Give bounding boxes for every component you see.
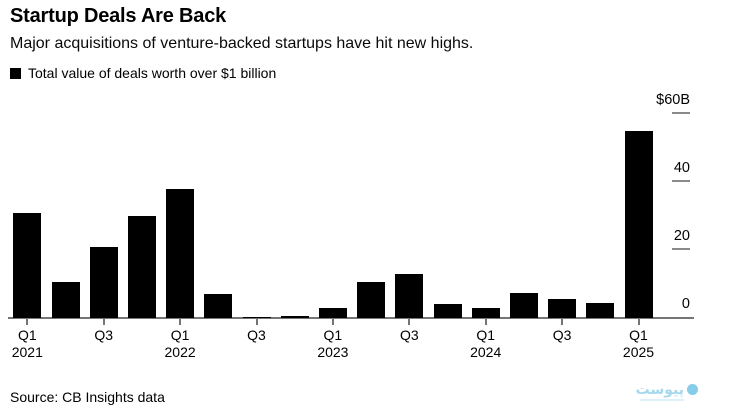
x-axis-tick xyxy=(408,319,411,325)
bar xyxy=(624,131,653,318)
x-tick-label: Q3 xyxy=(399,327,419,343)
bar xyxy=(586,302,615,318)
bar xyxy=(242,316,271,318)
y-tick-dash xyxy=(672,180,690,182)
bar xyxy=(13,212,42,318)
x-axis-tick xyxy=(561,319,564,325)
x-axis-tick xyxy=(637,319,640,325)
watermark-subline xyxy=(640,399,684,401)
watermark-logo: پیوست xyxy=(634,381,698,405)
x-tick-label: Q3 xyxy=(247,327,266,343)
bar xyxy=(89,246,118,318)
bar xyxy=(357,282,386,318)
bar xyxy=(548,299,577,318)
x-tick-label: Q1 2022 xyxy=(164,327,196,360)
bar xyxy=(280,316,309,318)
x-axis-tick xyxy=(179,319,182,325)
bar xyxy=(166,188,195,318)
x-axis-tick xyxy=(26,319,29,325)
chart-subtitle: Major acquisitions of venture-backed sta… xyxy=(10,35,474,52)
bar xyxy=(318,307,347,318)
bar xyxy=(509,292,538,318)
y-tick-dash xyxy=(672,112,690,114)
legend: Total value of deals worth over $1 billi… xyxy=(10,65,276,81)
y-tick-label: 0 xyxy=(681,296,690,312)
x-tick-label: Q3 xyxy=(94,327,114,343)
x-axis-line xyxy=(8,317,694,319)
bar xyxy=(51,282,80,318)
x-axis-tick xyxy=(331,319,334,325)
bar xyxy=(471,307,500,318)
watermark-circle-icon xyxy=(687,384,698,395)
legend-swatch-icon xyxy=(10,67,21,79)
bar xyxy=(433,304,462,318)
bar xyxy=(204,294,233,318)
x-axis-tick xyxy=(255,319,258,325)
y-tick-dash xyxy=(672,248,690,250)
source-text: Source: CB Insights data xyxy=(10,389,165,405)
watermark-text: پیوست xyxy=(635,381,684,397)
y-tick-label: 20 xyxy=(673,228,690,244)
x-axis-tick xyxy=(484,319,487,325)
bar xyxy=(395,273,424,318)
x-tick-label: Q1 2023 xyxy=(317,327,349,360)
x-tick-label: Q1 2024 xyxy=(470,327,502,360)
legend-label: Total value of deals worth over $1 billi… xyxy=(28,65,277,81)
bar xyxy=(127,216,156,318)
x-tick-label: Q1 2025 xyxy=(622,327,655,360)
x-tick-label: Q3 xyxy=(552,327,572,343)
x-axis-tick xyxy=(102,319,105,325)
y-tick-label: $60B xyxy=(656,92,690,108)
y-tick-label: 40 xyxy=(673,160,690,176)
chart-title: Startup Deals Are Back xyxy=(10,5,227,27)
x-tick-label: Q1 2021 xyxy=(11,327,43,360)
